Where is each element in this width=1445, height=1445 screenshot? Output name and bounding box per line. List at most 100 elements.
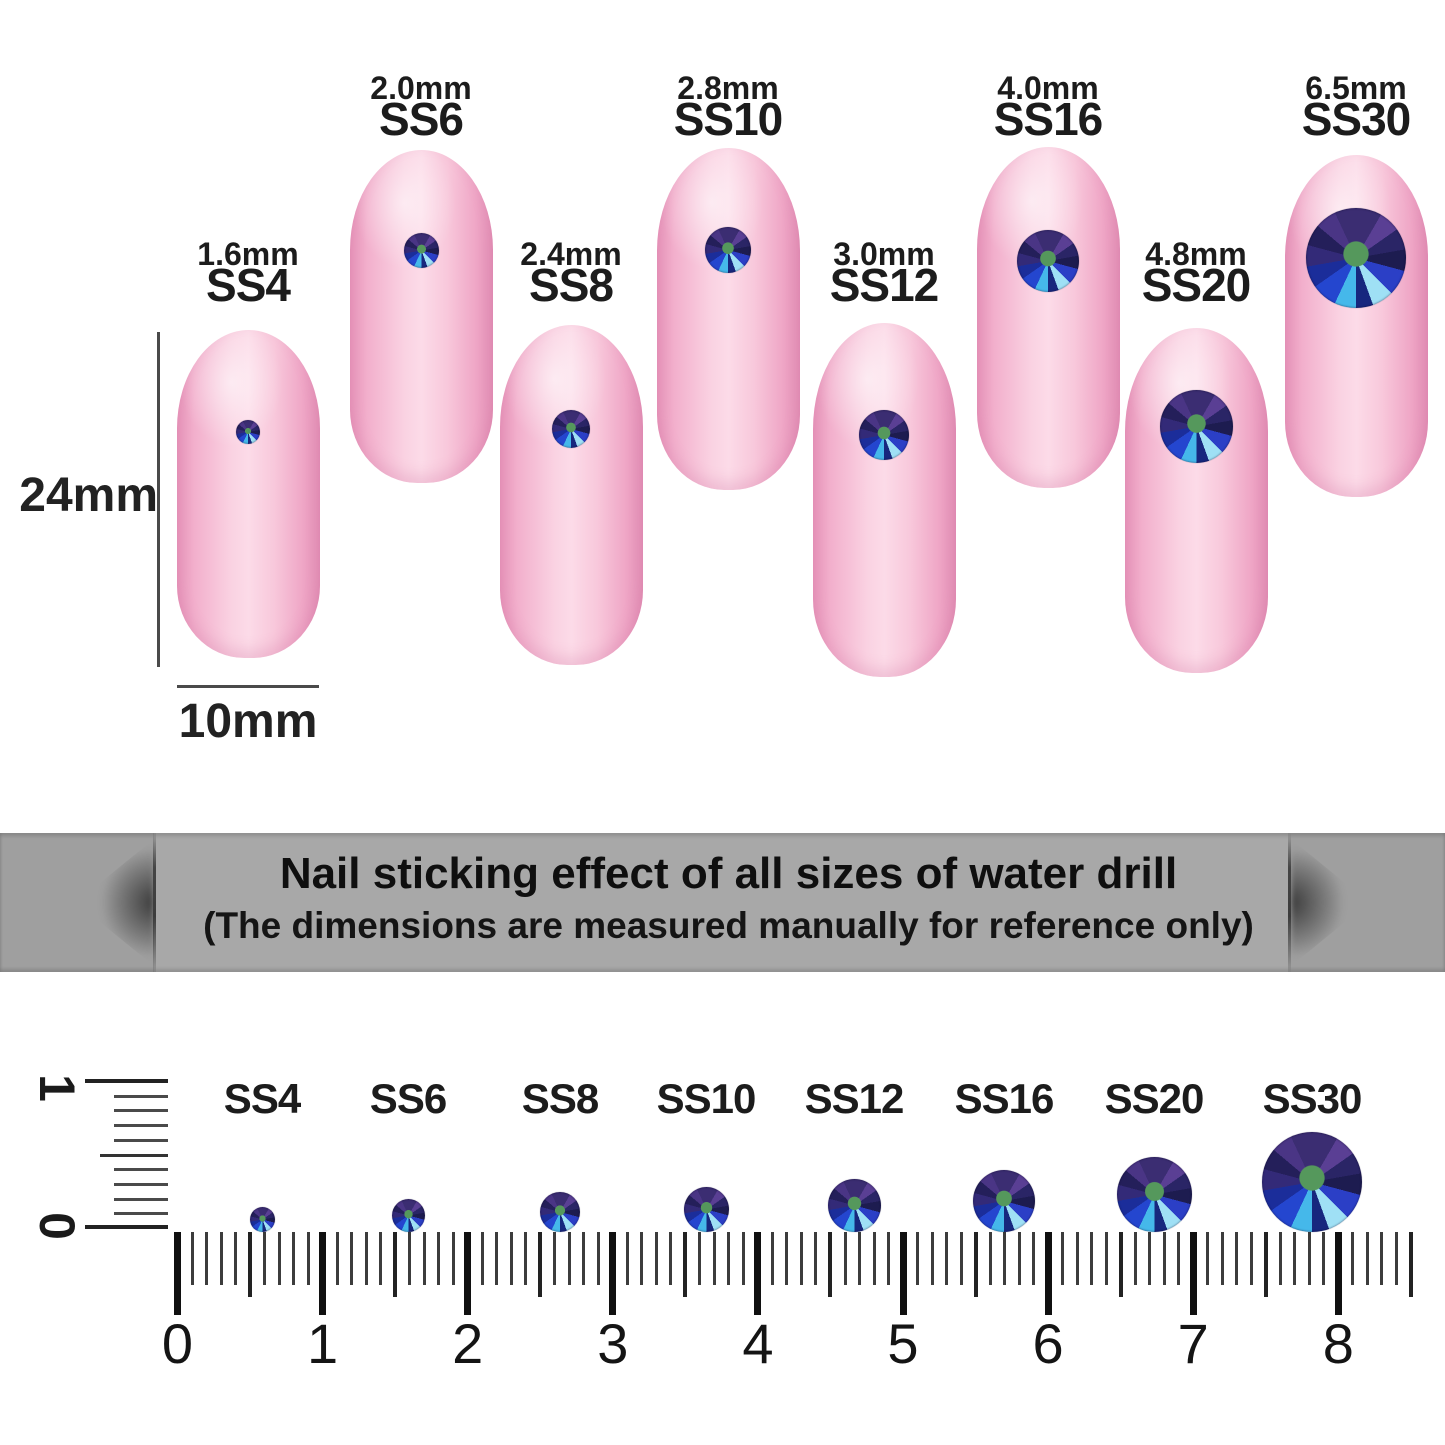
ruler-tick-minor (1365, 1232, 1369, 1285)
press-on-nail (499, 325, 643, 665)
ruler-tick-minor (1032, 1232, 1036, 1285)
rhinestone (552, 410, 590, 448)
ruler-tick-minor (1394, 1232, 1398, 1285)
ruler-tick-minor (654, 1232, 658, 1285)
ruler-tick-minor (306, 1232, 310, 1285)
ruler-tick-minor (1380, 1232, 1384, 1285)
vertical-ruler-tick-short (114, 1124, 168, 1128)
banner-fold-line-right (1288, 833, 1291, 972)
nail-size-mm-label: 4.8mm (1145, 236, 1247, 272)
ruler-tick-minor (509, 1232, 513, 1285)
ruler-tick-minor (1090, 1232, 1094, 1285)
ruler-tick-minor (1104, 1232, 1108, 1285)
ruler-number: 5 (887, 1312, 919, 1375)
bottom-rhinestone (973, 1170, 1035, 1232)
ruler-tick-minor (741, 1232, 745, 1285)
rhinestone (1159, 389, 1233, 463)
ruler-tick-minor (408, 1232, 412, 1285)
bottom-rhinestone (683, 1187, 729, 1232)
nail-size-mm-label: 3.0mm (833, 236, 935, 272)
bottom-rhinestone (391, 1199, 425, 1232)
ruler-tick-minor (1278, 1232, 1282, 1285)
ruler-tick-half (393, 1232, 398, 1297)
rhinestone (1306, 208, 1406, 308)
nail-ss-label: SS6 (379, 93, 464, 145)
ruler-number: 1 (307, 1312, 339, 1375)
bottom-ss-label: SS8 (521, 1075, 599, 1122)
ruler-tick-minor (930, 1232, 934, 1285)
ruler-tick-minor (1075, 1232, 1079, 1285)
width-dimension-line (177, 685, 319, 688)
ruler-tick-minor (1351, 1232, 1355, 1285)
ruler-tick-half (828, 1232, 833, 1297)
ruler-tick-minor (437, 1232, 441, 1285)
ruler-tick-minor (727, 1232, 731, 1285)
ruler-tick-minor (364, 1232, 368, 1285)
ruler-tick-half (1263, 1232, 1268, 1297)
ruler-tick-minor (263, 1232, 267, 1285)
ruler-number: 7 (1177, 1312, 1209, 1375)
banner-fold-line-left (153, 833, 156, 972)
ruler-tick-minor (1017, 1232, 1021, 1285)
nail-ss-label: SS12 (829, 259, 940, 311)
banner-title: Nail sticking effect of all sizes of wat… (279, 849, 1178, 898)
ruler-tick-minor (277, 1232, 281, 1285)
ruler-tick-minor (1249, 1232, 1253, 1285)
ruler-tick-minor (625, 1232, 629, 1285)
ruler-tick-minor (582, 1232, 586, 1285)
ruler-tick-minor (843, 1232, 847, 1285)
press-on-nail (656, 148, 800, 490)
press-on-nail (349, 150, 493, 483)
ruler-tick-minor (887, 1232, 890, 1285)
ruler-number: 6 (1032, 1312, 1064, 1375)
ruler-number: 4 (742, 1312, 774, 1375)
nail-ss-label: SS16 (993, 93, 1104, 145)
ruler-tick-minor (451, 1232, 455, 1285)
vertical-ruler-tick-short (114, 1138, 168, 1142)
ruler-tick-minor (335, 1232, 339, 1285)
ruler-tick-minor (959, 1232, 963, 1285)
ruler-tick-minor (495, 1232, 499, 1285)
vertical-ruler-tick-short (114, 1182, 168, 1186)
ruler-tick-minor (872, 1232, 876, 1285)
ruler-tick-half (1408, 1232, 1413, 1297)
ruler-tick-minor (567, 1232, 571, 1285)
ruler-tick-minor (1162, 1232, 1166, 1285)
ruler-tick-major (1189, 1232, 1197, 1315)
nail-size-mm-label: 6.5mm (1305, 70, 1407, 106)
nail-ss-label: SS30 (1301, 93, 1412, 145)
nail-width-label: 10mm (178, 695, 318, 748)
ruler-tick-minor (234, 1232, 237, 1285)
ruler-tick-half (538, 1232, 543, 1297)
ruler-tick-minor (698, 1232, 702, 1285)
ruler-tick-minor (1293, 1232, 1297, 1285)
height-dimension-line (157, 332, 160, 667)
size-comparison-ruler: 1 0 0 1 2 3 4 5 6 7 8 SS4 SS6 SS8 SS10 SS12 SS16 SS20 SS30 (0, 1030, 1445, 1445)
nail-ss-label: SS4 (206, 259, 291, 311)
ruler-tick-minor (524, 1232, 528, 1285)
bottom-ss-label: SS10 (656, 1075, 757, 1122)
bottom-ss-label: SS20 (1104, 1075, 1205, 1122)
ruler-tick-major (609, 1232, 617, 1315)
ruler-tick-minor (205, 1232, 208, 1285)
ruler-tick-minor (379, 1232, 383, 1285)
vertical-ruler-tick-short (114, 1109, 168, 1113)
ruler-tick-half (1118, 1232, 1123, 1297)
ruler-tick-minor (190, 1232, 194, 1285)
press-on-nail (1284, 155, 1428, 497)
ruler-tick-minor (858, 1232, 861, 1285)
ruler-tick-minor (1322, 1232, 1326, 1285)
vertical-ruler-tick-short (114, 1168, 168, 1172)
vertical-ruler-tick-short (114, 1212, 168, 1216)
ruler-number: 8 (1322, 1312, 1354, 1375)
info-banner: Nail sticking effect of all sizes of wat… (0, 833, 1445, 972)
ruler-tick-minor (640, 1232, 644, 1285)
ruler-tick-minor (292, 1232, 296, 1285)
bottom-rhinestone (1116, 1157, 1192, 1232)
bottom-rhinestone (1262, 1132, 1362, 1232)
rhinestone (859, 410, 909, 460)
bottom-ss-label: SS30 (1262, 1075, 1363, 1122)
ruler-tick-minor (553, 1232, 557, 1285)
ruler-tick-minor (814, 1232, 818, 1285)
